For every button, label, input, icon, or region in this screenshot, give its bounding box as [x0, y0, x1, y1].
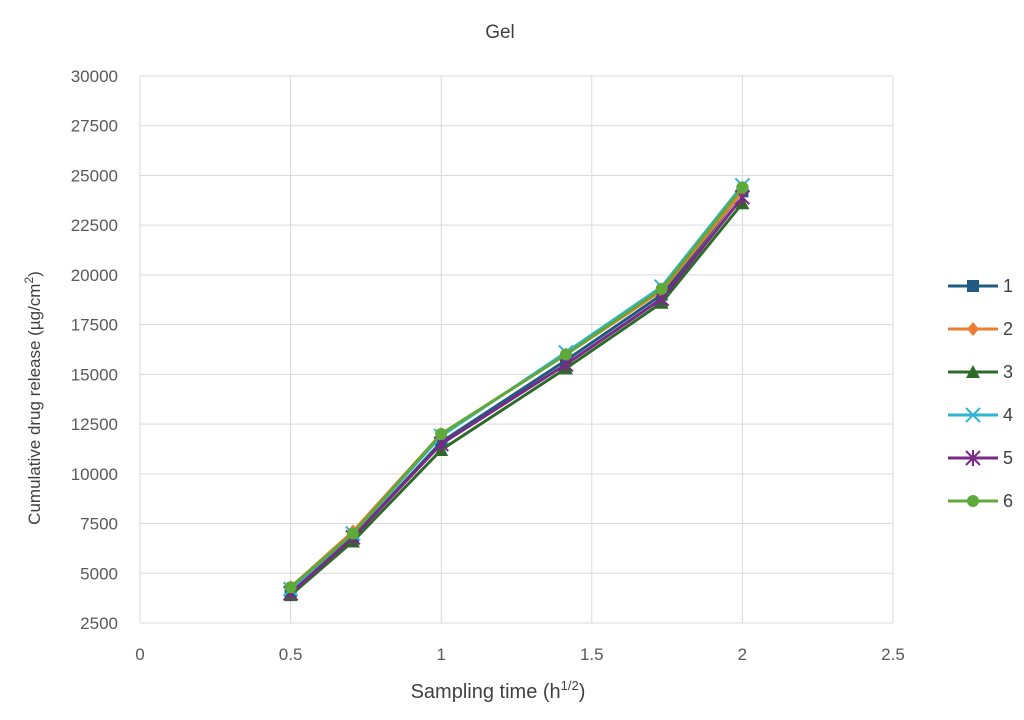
x-tick-label: 0.5	[279, 645, 303, 664]
y-tick-label: 15000	[71, 365, 118, 384]
y-tick-label: 12500	[71, 415, 118, 434]
series-6-point	[559, 348, 572, 361]
legend-item-6: 6	[948, 491, 1013, 511]
chart-title: Gel	[485, 22, 515, 43]
legend-marker-1	[967, 280, 979, 292]
x-tick-label: 1.5	[580, 645, 604, 664]
x-tick-label: 0	[135, 645, 144, 664]
x-tick-label: 1	[436, 645, 445, 664]
y-tick-label: 30000	[71, 67, 118, 86]
legend-item-3: 3	[948, 362, 1013, 382]
x-tick-label: 2	[738, 645, 747, 664]
y-tick-label: 20000	[71, 266, 118, 285]
legend-label-6: 6	[1003, 491, 1013, 511]
legend-item-5: 5	[948, 448, 1013, 468]
legend-marker-6	[967, 495, 979, 507]
series-6-line	[289, 186, 744, 589]
series-6-point	[736, 181, 749, 194]
y-tick-label: 10000	[71, 465, 118, 484]
y-axis-title: Cumulative drug release (µg/cm2)	[22, 271, 44, 525]
legend-marker-3	[966, 365, 980, 378]
x-tick-label: 2.5	[881, 645, 905, 664]
legend-label-4: 4	[1003, 405, 1013, 425]
y-axis-title-main: Cumulative drug release (µg/cm	[25, 284, 44, 525]
gridlines	[139, 75, 894, 624]
legend-label-5: 5	[1003, 448, 1013, 468]
y-tick-label: 17500	[71, 316, 118, 335]
y-tick-label: 7500	[80, 515, 118, 534]
y-axis-title-end: )	[25, 271, 44, 277]
series-6-point	[346, 527, 359, 540]
series-layer	[282, 177, 751, 602]
legend-marker-2	[967, 322, 979, 336]
legend-label-3: 3	[1003, 362, 1013, 382]
x-axis-title-base: h	[550, 681, 561, 703]
series-6	[284, 181, 749, 594]
series-5-line	[289, 196, 744, 595]
legend-item-2: 2	[948, 319, 1013, 339]
legend-label-1: 1	[1003, 276, 1013, 296]
tick-labels: 2500500075001000012500150001750020000225…	[71, 67, 905, 664]
y-tick-label: 2500	[80, 614, 118, 633]
legend-marker-4	[965, 407, 981, 423]
x-axis-title-main: Sampling time (	[411, 681, 550, 703]
series-6-point	[655, 282, 668, 295]
series-6-point	[435, 428, 448, 441]
y-tick-label: 5000	[80, 564, 118, 583]
x-axis-title: Sampling time (h1/2)	[411, 678, 586, 703]
series-3-line	[289, 202, 744, 597]
x-axis-title-sup: 1/2	[561, 678, 579, 693]
y-axis-title-sup: 2	[22, 277, 36, 284]
y-tick-label: 22500	[71, 216, 118, 235]
series-6-point	[284, 581, 297, 594]
x-axis-title-end: )	[579, 681, 586, 703]
legend-label-2: 2	[1003, 319, 1013, 339]
legend: 1 2 3 4 5 6	[948, 276, 1013, 511]
legend-item-1: 1	[948, 276, 1013, 296]
y-tick-label: 27500	[71, 117, 118, 136]
legend-item-4: 4	[948, 405, 1013, 425]
legend-marker-5	[965, 450, 981, 466]
y-tick-label: 25000	[71, 166, 118, 185]
